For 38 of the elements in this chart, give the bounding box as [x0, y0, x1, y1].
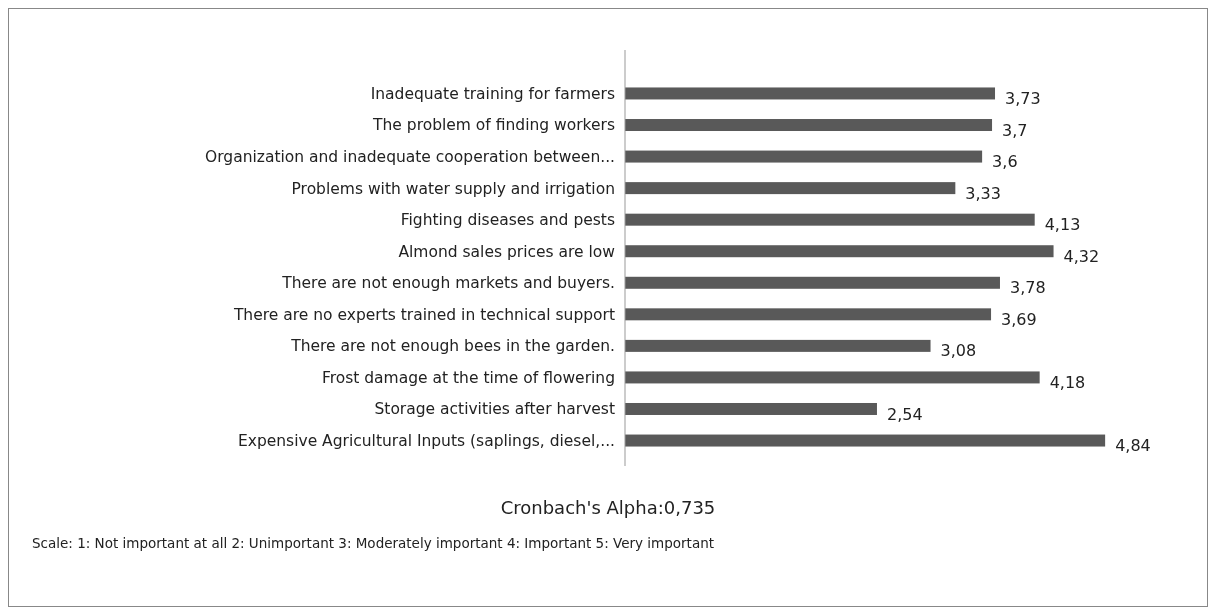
bar [625, 119, 993, 132]
data-label: 2,54 [886, 404, 923, 424]
bar [625, 339, 931, 352]
y-tick-label: Fighting diseases and pests [400, 211, 615, 230]
data-label: 3,73 [1005, 89, 1041, 109]
y-tick-label: There are no experts trained in technical support [232, 305, 615, 324]
data-label: 3,7 [1002, 120, 1028, 140]
bar [625, 150, 983, 163]
bar [625, 276, 1000, 289]
y-tick-label: Organization and inadequate cooperation between... [205, 147, 615, 166]
data-label: 4,32 [1063, 246, 1100, 266]
y-tick-label: The problem of finding workers [372, 116, 615, 135]
y-tick-label: There are not enough markets and buyers. [281, 274, 615, 293]
y-tick-label: Problems with water supply and irrigation [291, 179, 615, 198]
bar [625, 213, 1035, 226]
bar [625, 402, 877, 415]
data-label: 4,18 [1049, 373, 1086, 393]
y-tick-label: Storage activities after harvest [374, 400, 615, 419]
data-label: 3,08 [940, 341, 977, 361]
data-label: 4,13 [1044, 215, 1081, 235]
bar [625, 434, 1106, 447]
bar [625, 371, 1040, 384]
data-label: 4,84 [1115, 436, 1151, 456]
y-tick-label: There are not enough bees in the garden. [290, 337, 615, 356]
data-label: 3,78 [1009, 278, 1046, 298]
text: Cronbach's Alpha:0,735 [500, 497, 716, 518]
y-tick-label: Expensive Agricultural Inputs (saplings, diesel,... [237, 431, 615, 450]
bar [625, 87, 996, 100]
text: Scale: 1: Not important at all 2: Unimportant 3: Moderately important 4: Important 5: Very important [32, 535, 715, 551]
data-label: 3,33 [965, 183, 1001, 203]
bar [625, 182, 956, 195]
bar [625, 308, 992, 321]
y-tick-label: Frost damage at the time of flowering [321, 368, 615, 387]
y-tick-label: Almond sales prices are low [398, 242, 616, 261]
data-label: 3,6 [992, 152, 1018, 172]
y-tick-label: Inadequate training for farmers [370, 84, 615, 103]
bar [625, 245, 1054, 258]
data-label: 3,69 [1001, 309, 1037, 329]
